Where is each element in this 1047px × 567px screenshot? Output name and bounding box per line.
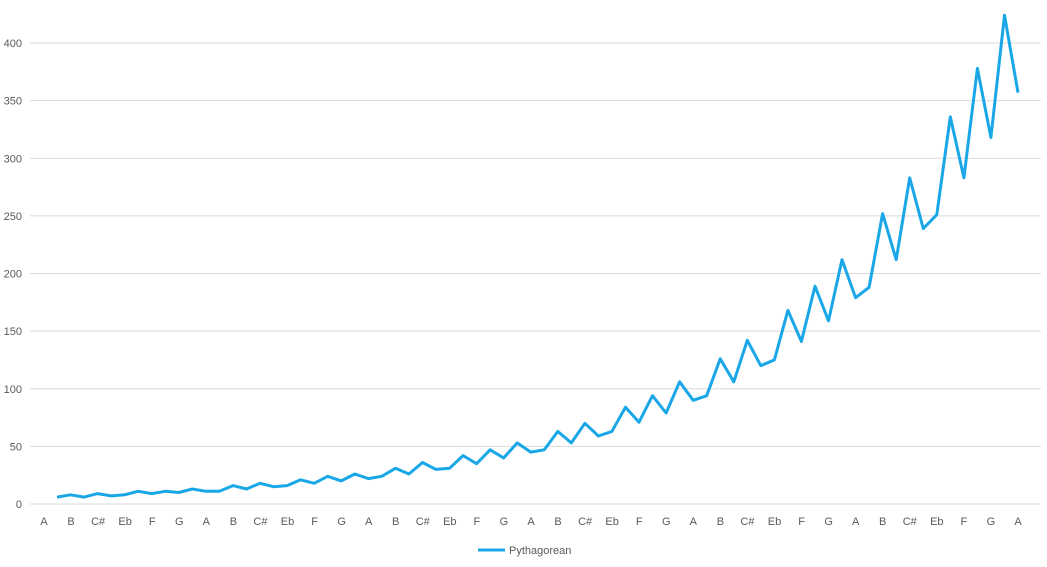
x-tick-label: A xyxy=(527,516,535,528)
x-tick-label: A xyxy=(1014,516,1022,528)
y-tick-label: 100 xyxy=(4,384,22,396)
series-line-pythagorean xyxy=(56,13,1020,499)
x-tick-label: Eb xyxy=(768,516,781,528)
y-tick-label: 350 xyxy=(4,96,22,108)
y-tick-label: 300 xyxy=(4,153,22,165)
x-tick-label: B xyxy=(67,516,74,528)
x-tick-label: Eb xyxy=(281,516,294,528)
y-tick-label: 400 xyxy=(4,38,22,50)
x-tick-label: B xyxy=(879,516,886,528)
x-tick-label: Eb xyxy=(605,516,618,528)
x-tick-label: G xyxy=(824,516,833,528)
x-tick-label: G xyxy=(500,516,509,528)
legend: Pythagorean xyxy=(478,545,571,557)
x-tick-label: A xyxy=(852,516,860,528)
gridlines xyxy=(30,42,1041,505)
x-tick-label: A xyxy=(203,516,211,528)
x-tick-label: F xyxy=(149,516,156,528)
plot-area xyxy=(56,13,1020,499)
x-tick-label: F xyxy=(798,516,805,528)
y-tick-label: 250 xyxy=(4,211,22,223)
y-tick-label: 0 xyxy=(16,499,22,511)
x-tick-label: B xyxy=(230,516,237,528)
x-tick-label: C# xyxy=(740,516,755,528)
y-tick-label: 150 xyxy=(4,326,22,338)
x-tick-label: C# xyxy=(91,516,106,528)
x-tick-label: F xyxy=(961,516,968,528)
y-tick-label: 200 xyxy=(4,269,22,281)
x-tick-label: A xyxy=(690,516,698,528)
x-tick-label: B xyxy=(717,516,724,528)
x-tick-label: G xyxy=(987,516,996,528)
x-tick-label: C# xyxy=(578,516,593,528)
y-tick-label: 50 xyxy=(10,441,22,453)
x-tick-label: Eb xyxy=(118,516,131,528)
y-axis-tick-labels: 0 50 100 150 200 250 300 350 400 xyxy=(4,38,22,511)
x-axis-tick-labels: A B C# Eb F G A B C# Eb F G A B C# Eb F G A B C# Eb F G A B C# Eb F G… xyxy=(40,516,1022,528)
legend-label-pythagorean: Pythagorean xyxy=(509,545,571,557)
x-tick-label: Eb xyxy=(930,516,943,528)
x-tick-label: A xyxy=(365,516,373,528)
x-tick-label: A xyxy=(40,516,48,528)
x-tick-label: G xyxy=(175,516,184,528)
x-tick-label: B xyxy=(392,516,399,528)
x-tick-label: G xyxy=(337,516,346,528)
x-tick-label: G xyxy=(662,516,671,528)
x-tick-label: Eb xyxy=(443,516,456,528)
x-tick-label: B xyxy=(554,516,561,528)
x-tick-label: F xyxy=(311,516,318,528)
x-tick-label: F xyxy=(636,516,643,528)
x-tick-label: C# xyxy=(253,516,268,528)
x-tick-label: C# xyxy=(903,516,918,528)
x-tick-label: F xyxy=(474,516,481,528)
x-tick-label: C# xyxy=(416,516,431,528)
